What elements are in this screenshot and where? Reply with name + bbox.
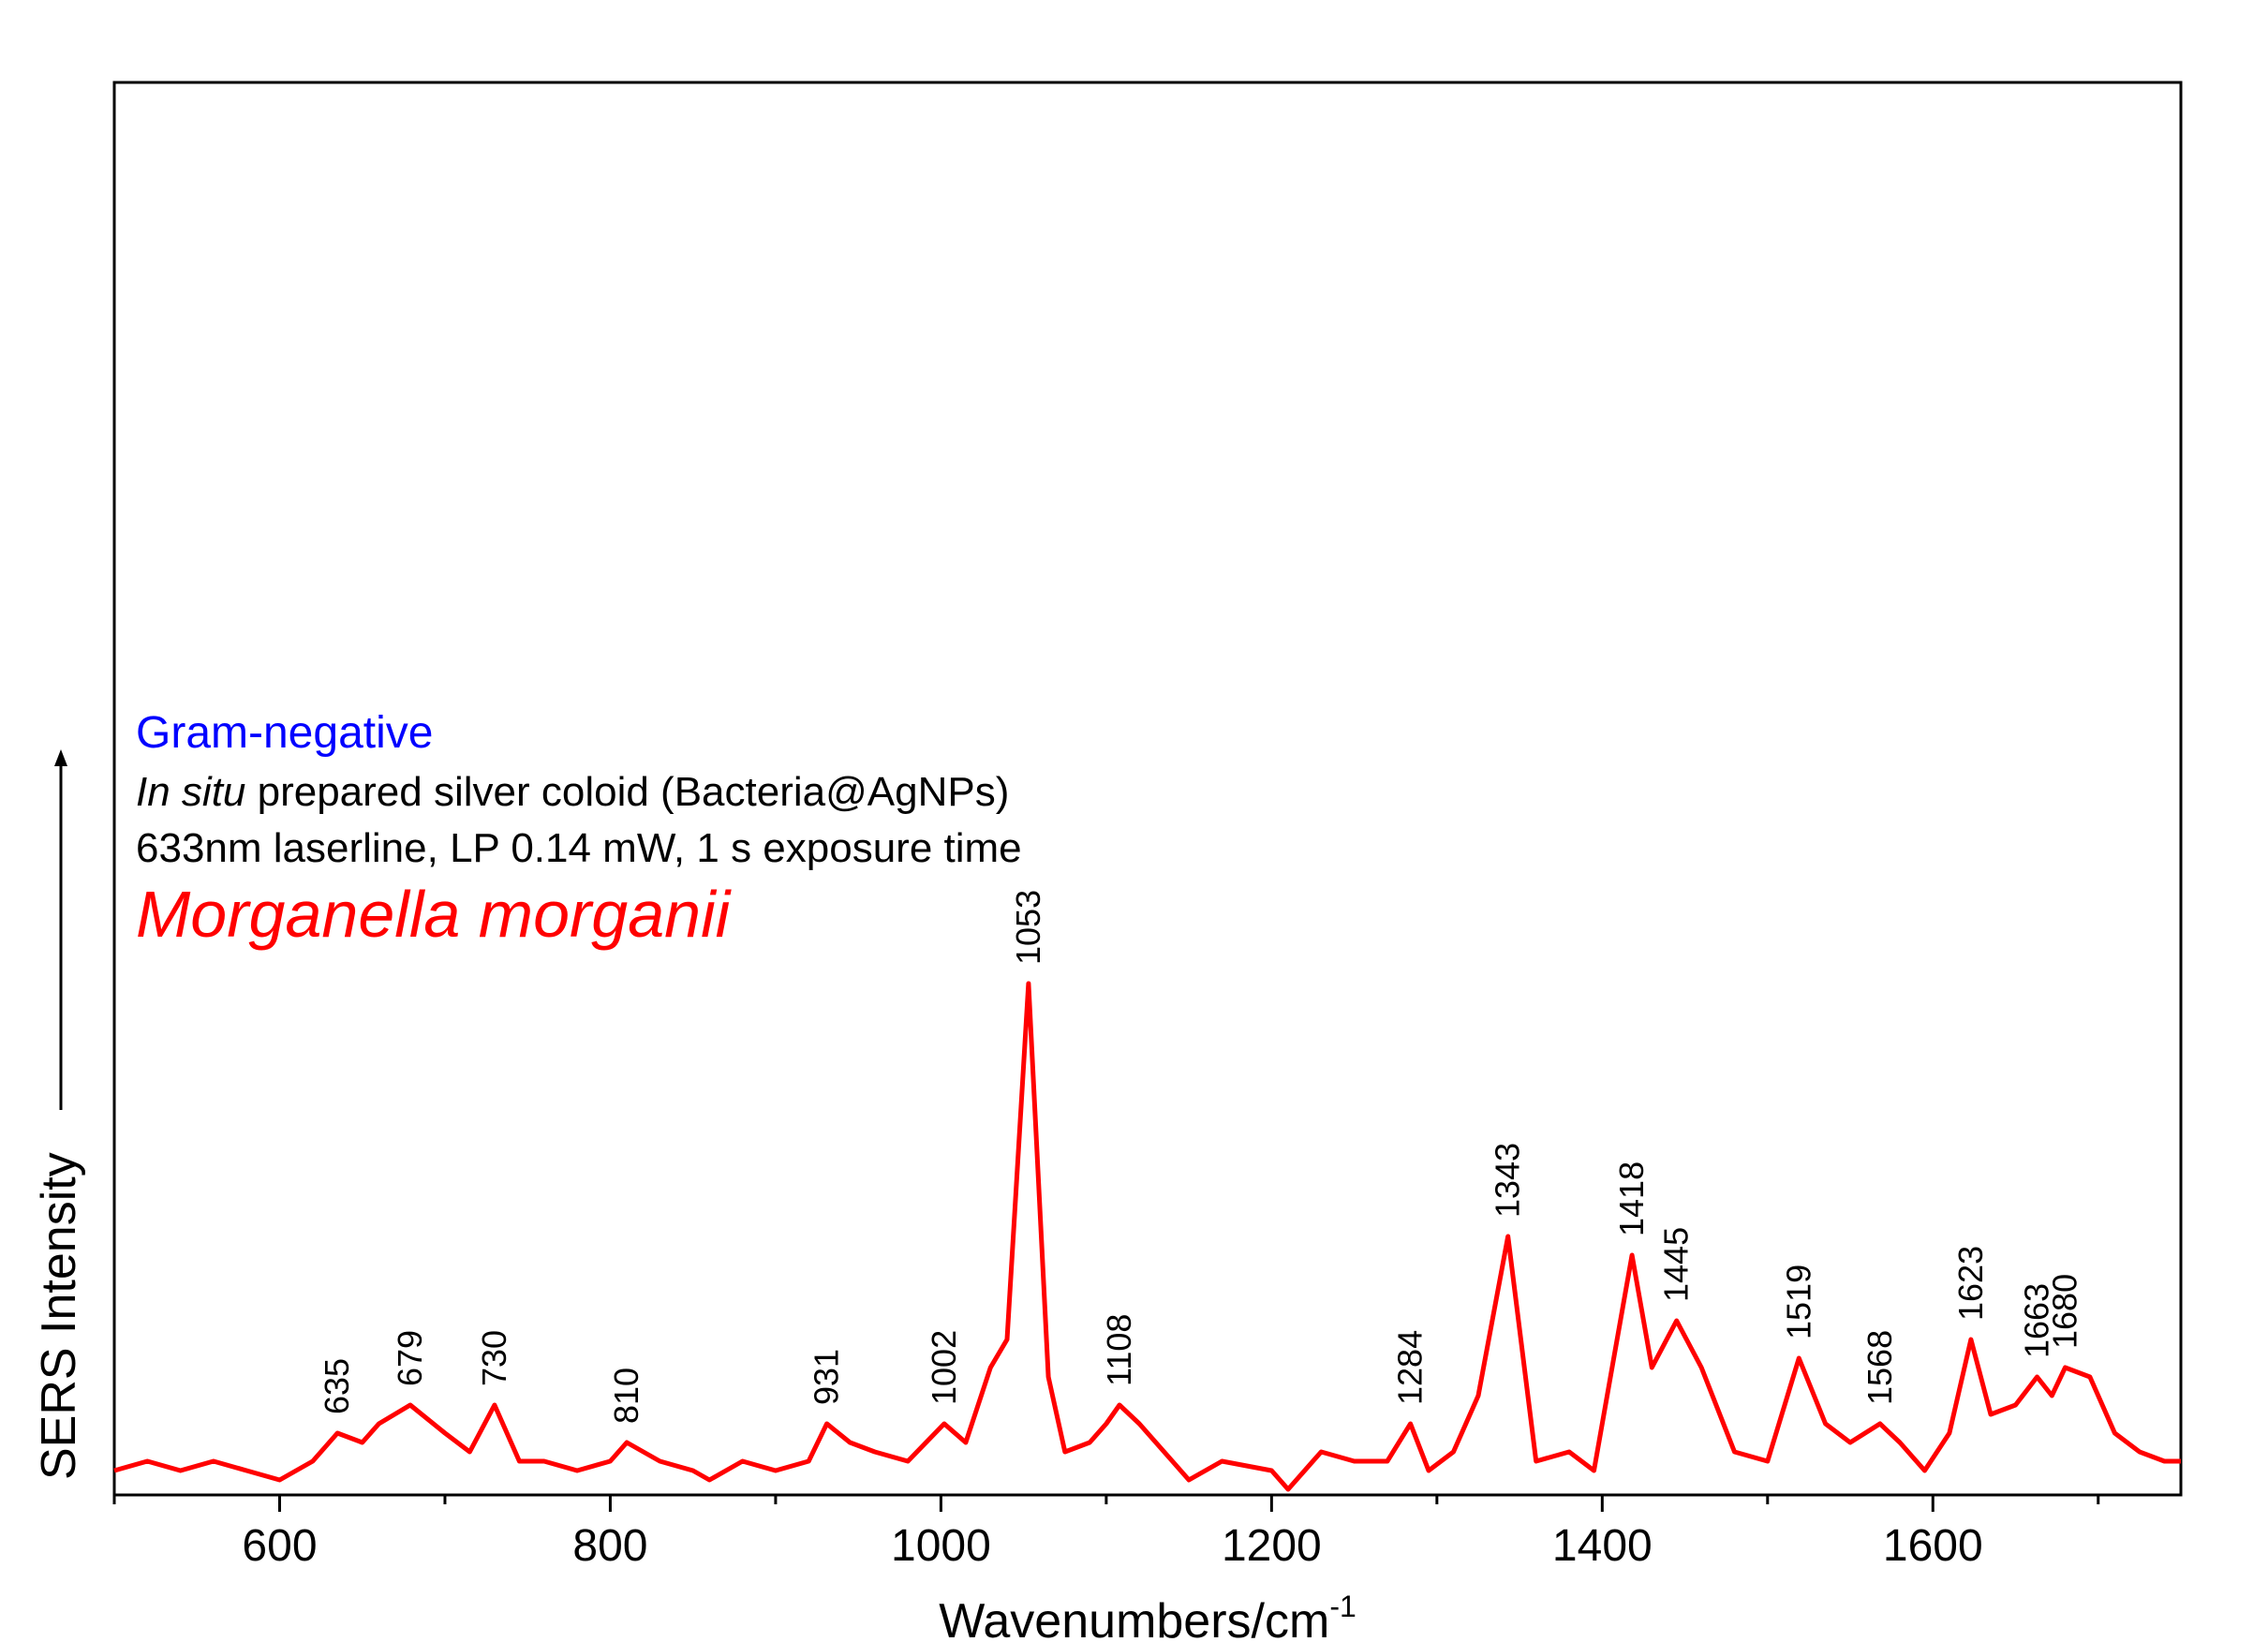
peak-label: 1445 xyxy=(1657,1227,1696,1302)
peak-label: 1108 xyxy=(1100,1314,1138,1386)
x-tick-label: 1400 xyxy=(1552,1521,1653,1571)
peak-label: 1053 xyxy=(1009,890,1047,965)
x-axis-ticks xyxy=(112,1495,2100,1512)
x-axis-title: Wavenumbers/cm-1 xyxy=(939,1590,1356,1642)
peak-label: 931 xyxy=(808,1349,846,1405)
x-tick-label: 1200 xyxy=(1222,1521,1322,1571)
plot-frame xyxy=(112,81,2183,1497)
method-label: In situ prepared silver coloid (Bacteria… xyxy=(136,769,1009,815)
peak-label: 1568 xyxy=(1860,1330,1899,1405)
spectrum-line xyxy=(113,981,2181,1492)
gram-label: Gram-negative xyxy=(136,708,433,758)
x-tick-label: 800 xyxy=(572,1521,647,1571)
peak-label: 810 xyxy=(607,1368,645,1424)
x-tick-label: 1000 xyxy=(891,1521,991,1571)
laser-label: 633nm laserline, LP 0.14 mW, 1 s exposur… xyxy=(136,825,1022,871)
peak-label: 1002 xyxy=(925,1330,963,1405)
peak-label: 679 xyxy=(391,1330,429,1386)
peak-label: 1343 xyxy=(1489,1143,1527,1218)
peak-label: 1663 xyxy=(2018,1283,2056,1358)
peak-label: 1623 xyxy=(1951,1246,1990,1321)
x-tick-label: 1600 xyxy=(1883,1521,1983,1571)
y-axis-title-group: SERS Intensity xyxy=(32,749,86,1480)
y-axis-arrowhead xyxy=(54,749,67,766)
peak-label: 730 xyxy=(475,1330,513,1386)
species-label: Morganella morganii xyxy=(136,878,733,951)
x-tick-label: 600 xyxy=(242,1521,317,1571)
peak-label: 635 xyxy=(318,1358,356,1414)
peak-label: 1284 xyxy=(1391,1330,1430,1405)
x-axis-tick-labels: 600 800 1000 1200 1400 1600 xyxy=(242,1521,1982,1571)
peak-label: 1418 xyxy=(1612,1161,1651,1236)
peak-label: 1680 xyxy=(2046,1274,2084,1349)
peak-label: 1519 xyxy=(1779,1265,1817,1339)
y-axis-title: SERS Intensity xyxy=(32,1152,86,1480)
